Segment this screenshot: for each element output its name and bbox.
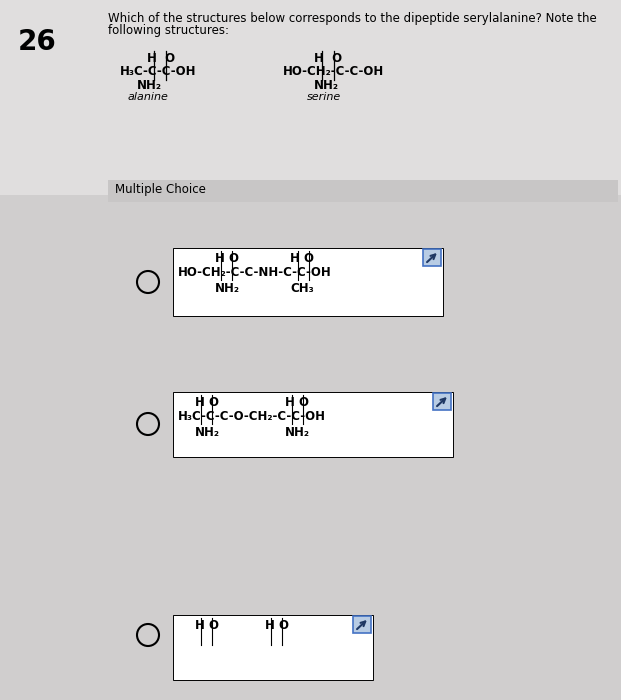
Text: CH₃: CH₃	[290, 282, 314, 295]
Text: NH₂: NH₂	[137, 79, 162, 92]
Text: serine: serine	[307, 92, 342, 102]
Text: alanine: alanine	[128, 92, 169, 102]
Text: Which of the structures below corresponds to the dipeptide serylalanine? Note th: Which of the structures below correspond…	[108, 12, 597, 25]
Text: H O: H O	[195, 396, 219, 409]
Text: NH₂: NH₂	[314, 79, 339, 92]
FancyBboxPatch shape	[173, 392, 453, 457]
Text: following structures:: following structures:	[108, 24, 229, 37]
FancyBboxPatch shape	[108, 180, 618, 202]
Text: H O: H O	[290, 252, 314, 265]
Text: HO-CH₂-C-C-OH: HO-CH₂-C-C-OH	[283, 65, 384, 78]
FancyBboxPatch shape	[173, 248, 443, 316]
Text: H O: H O	[215, 252, 239, 265]
FancyBboxPatch shape	[423, 249, 441, 266]
FancyBboxPatch shape	[0, 0, 621, 195]
FancyBboxPatch shape	[353, 616, 371, 633]
FancyBboxPatch shape	[0, 195, 621, 700]
Text: H  O: H O	[314, 52, 342, 65]
Text: H  O: H O	[147, 52, 175, 65]
FancyBboxPatch shape	[433, 393, 451, 410]
Text: 26: 26	[18, 28, 57, 56]
Text: H₃C-C-C-O-CH₂-C-C-OH: H₃C-C-C-O-CH₂-C-C-OH	[178, 410, 326, 423]
Text: NH₂: NH₂	[215, 282, 240, 295]
FancyBboxPatch shape	[173, 615, 373, 680]
Text: HO-CH₂-C-C-NH-C-C-OH: HO-CH₂-C-C-NH-C-C-OH	[178, 266, 332, 279]
Text: H O: H O	[195, 619, 219, 632]
Text: NH₂: NH₂	[195, 426, 220, 439]
Text: Multiple Choice: Multiple Choice	[115, 183, 206, 196]
Text: NH₂: NH₂	[285, 426, 310, 439]
Text: H₃C-C-C-OH: H₃C-C-C-OH	[120, 65, 196, 78]
Text: H O: H O	[265, 619, 289, 632]
Text: H O: H O	[285, 396, 309, 409]
